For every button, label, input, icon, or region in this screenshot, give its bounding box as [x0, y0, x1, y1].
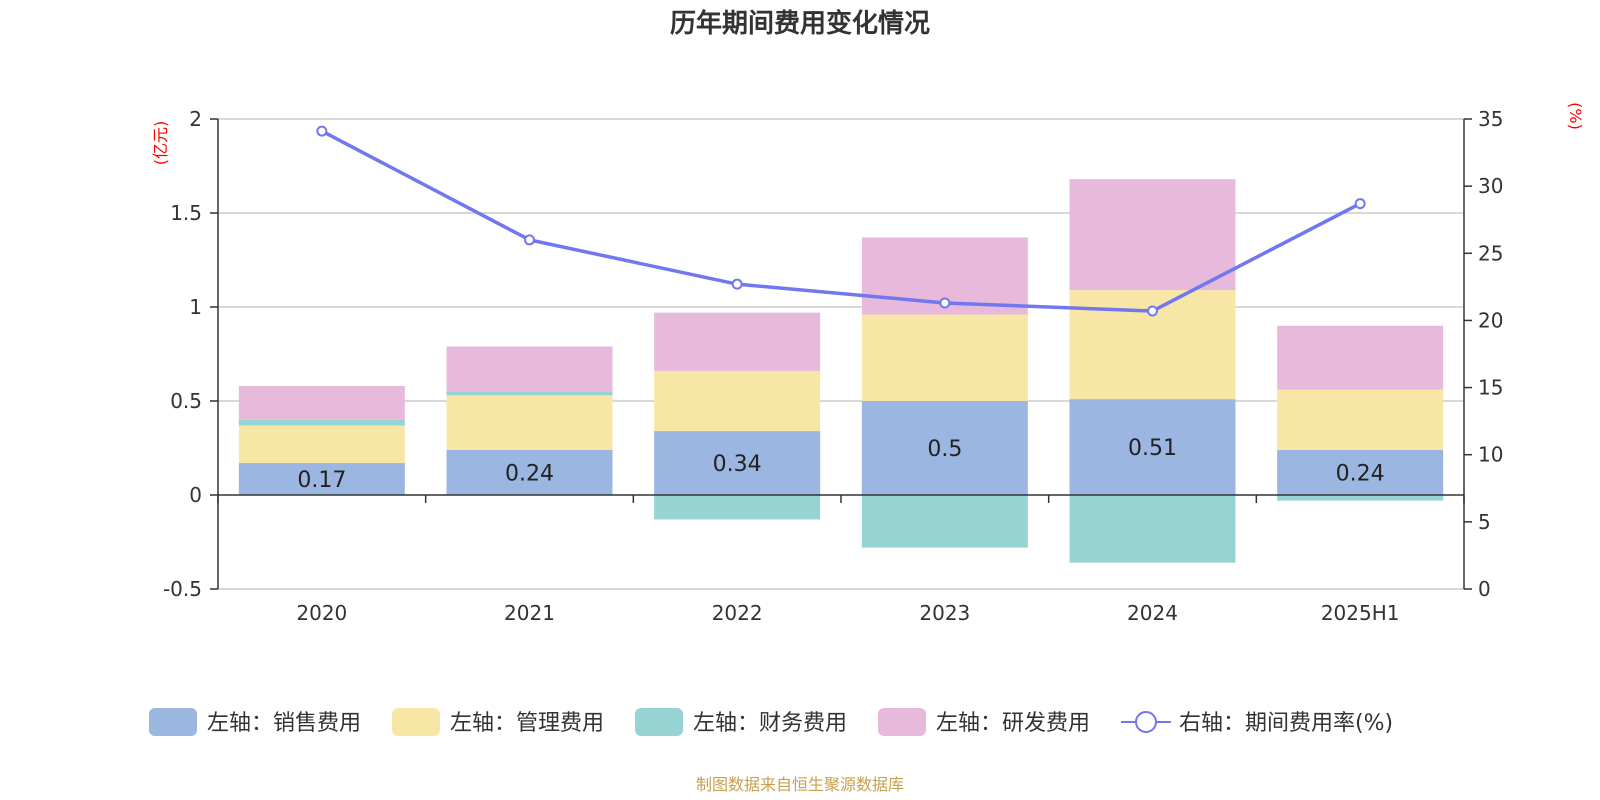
legend-swatch	[635, 708, 683, 736]
legend-line-marker	[1135, 711, 1157, 733]
left-tick-label: 1.5	[170, 201, 202, 225]
right-tick-label: 10	[1478, 443, 1503, 467]
legend-label: 左轴：管理费用	[450, 711, 604, 736]
left-axis-unit: (亿元)	[151, 121, 170, 166]
right-tick-label: 5	[1478, 510, 1491, 534]
bar-segment	[1069, 179, 1236, 291]
left-tick-label: 0.5	[170, 389, 202, 413]
chart-title: 历年期间费用变化情况	[670, 8, 930, 39]
bar-segment	[238, 419, 405, 426]
legend-label: 左轴：销售费用	[207, 711, 361, 736]
bar-segment	[1277, 325, 1444, 390]
bar-value-label: 0.24	[505, 461, 554, 486]
legend: 左轴：销售费用 左轴：管理费用 左轴：财务费用 左轴：研发费用 右轴：期间费用率(%)	[149, 708, 1393, 736]
bar-segment	[446, 391, 613, 396]
rate-point	[731, 278, 743, 290]
bar-value-label: 0.5	[927, 437, 962, 462]
legend-swatch	[392, 708, 440, 736]
right-tick-label: 0	[1478, 577, 1491, 601]
left-tick-label: 2	[189, 107, 202, 131]
bar-segment	[446, 449, 613, 495]
category-label: 2024	[1127, 601, 1178, 625]
rate-point	[524, 234, 535, 246]
bar-value-label: 0.24	[1336, 461, 1385, 486]
bar-segment	[238, 425, 405, 464]
category-label: 2021	[504, 601, 555, 625]
bar-segment	[654, 431, 821, 495]
bar-segment	[861, 314, 1028, 401]
bar-segment	[1069, 495, 1236, 563]
right-tick-label: 25	[1478, 241, 1503, 265]
rate-line-path	[321, 129, 1361, 313]
category-label: 2025H1	[1321, 601, 1400, 625]
bar-segment	[1277, 495, 1444, 501]
bar-segment	[446, 346, 613, 392]
legend-swatch	[149, 708, 197, 736]
bar-segment	[861, 495, 1028, 548]
rate-point	[1147, 305, 1158, 317]
right-tick-label: 15	[1478, 376, 1503, 400]
bar-value-label: 0.34	[713, 452, 762, 477]
rate-point	[939, 297, 951, 309]
right-tick-label: 30	[1478, 174, 1503, 198]
source-note: 制图数据来自恒生聚源数据库	[696, 775, 904, 794]
axes: 2 1.5 1 0.5 0 -0.5 35 30 25 20 15 10 5 0 2020 2021 2022 2…	[163, 107, 1503, 625]
right-axis-unit: (%)	[1566, 102, 1585, 130]
category-label: 2023	[919, 601, 970, 625]
bars: 0.17 0.24 0.34 0.5 0.51 0.24	[238, 179, 1444, 563]
left-tick-label: -0.5	[163, 577, 202, 601]
category-label: 2020	[296, 601, 347, 625]
right-tick-label: 20	[1478, 308, 1503, 332]
bar-value-label: 0.17	[297, 468, 346, 493]
legend-label: 左轴：研发费用	[936, 711, 1090, 736]
bar-value-label: 0.51	[1128, 436, 1177, 461]
bar-segment	[238, 463, 405, 495]
left-tick-label: 1	[189, 295, 202, 319]
category-label: 2022	[712, 601, 763, 625]
bar-segment	[1069, 399, 1236, 495]
legend-label: 右轴：期间费用率(%)	[1179, 711, 1393, 736]
rate-point	[316, 125, 328, 137]
bar-segment	[654, 495, 821, 520]
bar-segment	[446, 395, 613, 450]
bar-segment	[1277, 449, 1444, 495]
left-tick-label: 0	[189, 483, 202, 507]
legend-label: 左轴：财务费用	[693, 711, 847, 736]
rate-point	[1354, 198, 1366, 210]
bar-segment	[861, 401, 1028, 495]
bar-segment	[654, 370, 821, 432]
bar-segment	[654, 312, 821, 371]
right-tick-label: 35	[1478, 107, 1503, 131]
bar-segment	[1277, 389, 1444, 450]
legend-swatch	[878, 708, 926, 736]
rate-line	[316, 125, 1366, 317]
bar-segment	[238, 385, 405, 420]
grid-lines	[218, 118, 1464, 590]
